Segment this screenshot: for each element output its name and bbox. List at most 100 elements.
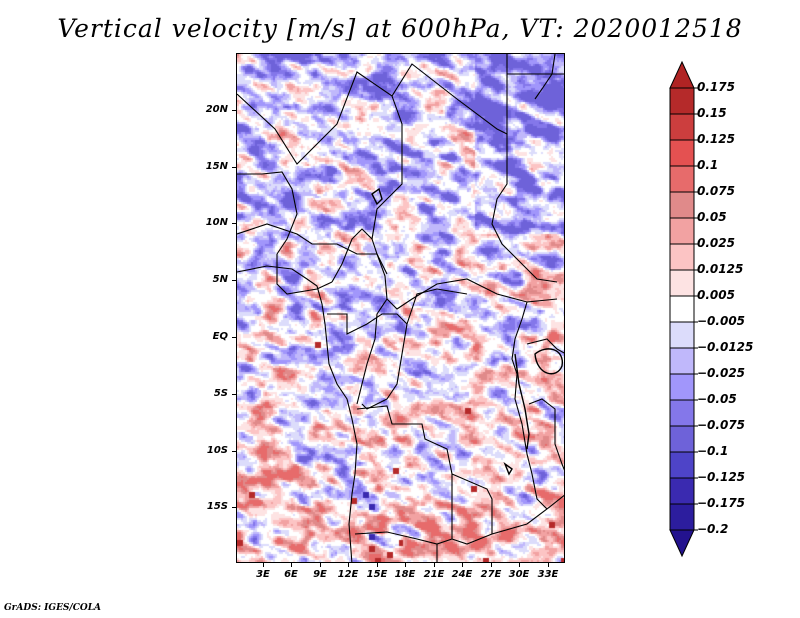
x-tick-label: 3E: [256, 569, 270, 580]
colorbar-label: −0.2: [697, 522, 729, 536]
boundary-line: [356, 298, 388, 405]
colorbar-label: 0.05: [697, 210, 727, 224]
y-tick-label: 5S: [213, 388, 228, 399]
x-tick-label: 12E: [337, 569, 359, 580]
boundary-line: [491, 134, 558, 283]
boundary-line: [526, 338, 564, 354]
colorbar-segment: [669, 347, 695, 375]
y-tick: [232, 223, 236, 224]
colorbar-extend-min: [669, 529, 695, 558]
colorbar-label: 0.075: [697, 184, 735, 198]
colorbar-label: 0.0125: [697, 262, 744, 276]
colorbar-segment: [669, 451, 695, 479]
x-tick-label: 33E: [537, 569, 559, 580]
colorbar-segment: [669, 243, 695, 271]
y-tick: [232, 280, 236, 281]
colorbar-label: −0.05: [697, 392, 737, 406]
map-plot-area: [236, 53, 565, 563]
colorbar-segment: [669, 217, 695, 245]
colorbar-label: 0.15: [697, 106, 727, 120]
colorbar-label: 0.125: [697, 132, 735, 146]
boundary-line: [406, 288, 468, 325]
colorbar-extend-max: [669, 60, 695, 89]
y-tick: [232, 451, 236, 452]
lake-tanganyika: [514, 353, 530, 450]
colorbar-label: −0.175: [697, 496, 746, 510]
colorbar-segment: [669, 425, 695, 453]
colorbar-segment: [669, 399, 695, 427]
colorbar-label: 0.175: [697, 80, 735, 94]
y-tick-label: 20N: [205, 104, 228, 115]
x-tick: [348, 563, 349, 567]
boundary-line: [511, 301, 548, 510]
colorbar-segment: [669, 295, 695, 323]
x-tick: [291, 563, 292, 567]
y-tick-label: 10N: [205, 217, 228, 228]
colorbar-segment: [669, 477, 695, 505]
boundary-line: [361, 323, 408, 410]
colorbar-segment: [669, 269, 695, 297]
boundary-line: [237, 54, 508, 165]
y-tick-label: 10S: [206, 445, 228, 456]
x-tick: [548, 563, 549, 567]
vertical-velocity-field: [237, 54, 564, 562]
colorbar-label: −0.005: [697, 314, 746, 328]
y-tick: [232, 167, 236, 168]
colorbar-label: −0.1: [697, 444, 729, 458]
boundary-line: [237, 223, 377, 255]
colorbar-label: −0.125: [697, 470, 746, 484]
boundary-line: [237, 171, 298, 255]
lake-chad: [371, 187, 383, 206]
boundary-line: [276, 254, 333, 295]
x-tick: [462, 563, 463, 567]
colorbar-segment: [669, 87, 695, 115]
colorbar-label: 0.005: [697, 288, 735, 302]
x-tick-label: 24E: [451, 569, 473, 580]
y-tick-label: EQ: [212, 331, 228, 342]
colorbar-segment: [669, 113, 695, 141]
plot-title: Vertical velocity [m/s] at 600hPa, VT: 2…: [57, 14, 743, 43]
colorbar-segment: [669, 139, 695, 167]
x-tick-label: 6E: [284, 569, 298, 580]
x-tick: [263, 563, 264, 567]
colorbar-segment: [669, 503, 695, 531]
x-tick: [434, 563, 435, 567]
y-tick: [232, 394, 236, 395]
x-tick-label: 30E: [508, 569, 530, 580]
x-tick-label: 27E: [480, 569, 502, 580]
boundary-line: [376, 253, 558, 310]
boundary-line: [371, 95, 403, 275]
colorbar-label: 0.1: [697, 158, 719, 172]
x-tick: [320, 563, 321, 567]
boundary-line: [451, 474, 564, 545]
x-tick: [519, 563, 520, 567]
colorbar-segment: [669, 321, 695, 349]
colorbar-segment: [669, 191, 695, 219]
colorbar-segment: [669, 373, 695, 401]
y-tick: [232, 110, 236, 111]
boundary-line: [534, 54, 556, 100]
y-tick-label: 15S: [206, 501, 228, 512]
boundary-line: [354, 531, 453, 545]
colorbar-label: −0.0125: [697, 340, 754, 354]
x-tick: [491, 563, 492, 567]
y-tick: [232, 337, 236, 338]
y-tick-label: 15N: [205, 161, 228, 172]
boundary-line: [327, 313, 408, 335]
x-tick: [377, 563, 378, 567]
colorbar-label: −0.075: [697, 418, 746, 432]
colorbar-label: 0.025: [697, 236, 735, 250]
lake-mweru: [503, 462, 513, 476]
lake-victoria: [534, 348, 563, 375]
x-tick-label: 21E: [423, 569, 445, 580]
boundary-line: [528, 398, 564, 471]
y-tick: [232, 507, 236, 508]
boundary-line: [356, 405, 493, 534]
x-tick: [405, 563, 406, 567]
boundary-line: [331, 228, 373, 283]
colorbar-segment: [669, 165, 695, 193]
coastline: [237, 265, 358, 562]
credit-text: GrADS: IGES/COLA: [4, 603, 102, 613]
x-tick-label: 9E: [313, 569, 327, 580]
x-tick-label: 18E: [394, 569, 416, 580]
